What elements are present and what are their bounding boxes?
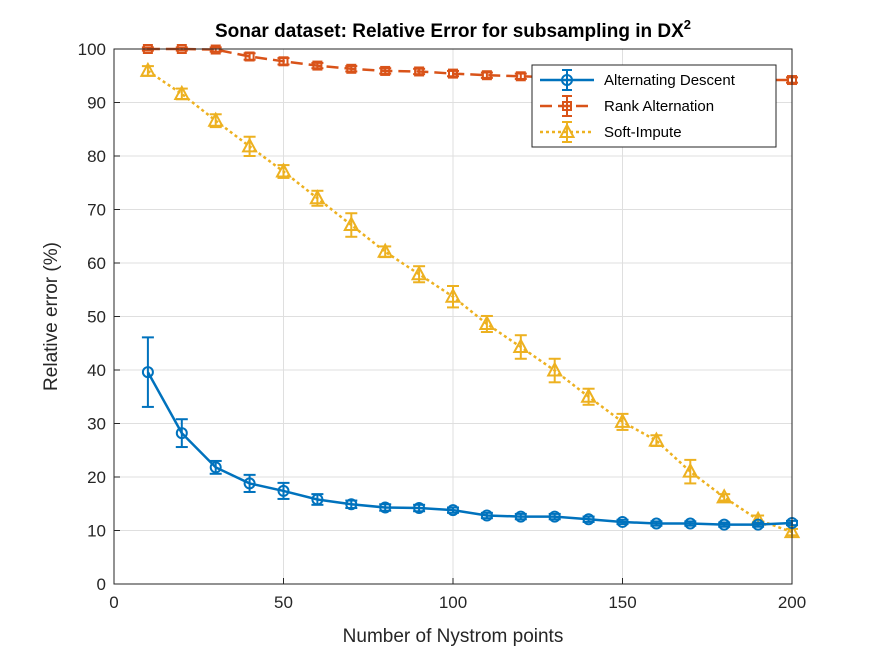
x-axis-label: Number of Nystrom points: [343, 626, 564, 647]
data-point: [410, 265, 428, 281]
chart-title-superscript: 2: [684, 17, 691, 32]
data-point: [548, 510, 561, 523]
data-point: [546, 361, 563, 377]
series-alternating-descent: [141, 336, 798, 531]
data-point: [278, 56, 289, 67]
legend-label: Rank Alternation: [604, 98, 714, 115]
data-point: [413, 502, 426, 515]
x-tick-label: 0: [109, 593, 118, 612]
chart-title-text: Sonar dataset: Relative Error for subsam…: [215, 21, 684, 42]
data-point: [682, 462, 699, 478]
data-point: [345, 498, 358, 511]
data-point: [614, 412, 631, 428]
data-point: [481, 70, 492, 81]
data-point: [718, 518, 731, 531]
data-point: [173, 84, 190, 100]
x-tick-label: 200: [778, 593, 806, 612]
data-point: [414, 66, 425, 77]
legend-label: Alternating Descent: [604, 72, 736, 89]
series-soft-impute: [139, 61, 801, 539]
data-point: [343, 215, 360, 232]
data-point: [650, 517, 663, 530]
y-tick-label: 90: [87, 94, 106, 113]
data-point: [514, 510, 527, 523]
legend: Alternating Descent Rank Alternation Soft-…: [531, 64, 777, 148]
data-point: [515, 71, 526, 82]
series-line: [147, 47, 792, 82]
data-point: [448, 68, 458, 79]
y-tick-label: 0: [97, 575, 106, 594]
data-point: [478, 314, 496, 330]
data-point: [377, 242, 394, 258]
data-point: [752, 518, 765, 531]
error-bar: [141, 336, 154, 408]
data-point: [480, 509, 493, 522]
data-point: [141, 366, 154, 379]
y-tick-label: 50: [87, 308, 106, 327]
data-point: [582, 513, 595, 526]
data-point: [312, 60, 323, 71]
data-point: [311, 493, 324, 506]
data-point: [379, 501, 392, 514]
x-tick-label: 100: [439, 593, 467, 612]
data-point: [444, 287, 462, 303]
data-point: [210, 44, 221, 55]
data-point: [684, 517, 697, 530]
y-tick-label: 80: [87, 147, 106, 166]
data-point: [580, 387, 597, 403]
chart-title: Sonar dataset: Relative Error for subsam…: [215, 17, 691, 42]
y-tick-label: 30: [87, 415, 106, 434]
legend-item: Soft-Impute: [540, 121, 682, 143]
legend-swatch-marker: [562, 101, 572, 111]
y-tick-label: 40: [87, 361, 106, 380]
data-point: [512, 337, 529, 353]
data-point: [139, 61, 157, 77]
data-point: [275, 162, 292, 178]
data-point: [346, 63, 357, 74]
legend-label: Soft-Impute: [604, 124, 682, 141]
data-point: [648, 431, 665, 447]
y-tick-label: 70: [87, 201, 106, 220]
data-point: [380, 65, 391, 76]
data-point: [241, 137, 258, 153]
y-axis-label: Relative error (%): [41, 242, 62, 391]
data-point: [309, 189, 326, 205]
y-tick-label: 10: [87, 522, 106, 541]
y-tick-label: 100: [78, 40, 106, 59]
data-point: [209, 461, 222, 474]
data-point: [616, 515, 629, 528]
error-bar: [718, 493, 731, 502]
legend-swatch-marker: [561, 74, 573, 86]
y-tick-label: 20: [87, 468, 106, 487]
legend-item: Rank Alternation: [540, 95, 714, 117]
legend-swatch-marker: [558, 122, 576, 138]
data-point: [207, 111, 224, 127]
axis-ticks: 0 50 100 150 200 0 10 20 30 40 50 60 70 80 90 100: [78, 40, 807, 612]
data-point: [447, 504, 459, 517]
data-point: [243, 477, 256, 490]
data-point: [175, 427, 188, 440]
x-tick-label: 50: [274, 593, 293, 612]
data-point: [244, 51, 255, 62]
data-point: [277, 484, 290, 497]
legend-item: Alternating Descent: [540, 69, 736, 91]
x-tick-label: 150: [608, 593, 636, 612]
y-tick-label: 60: [87, 254, 106, 273]
data-point: [716, 488, 733, 504]
error-bar: [175, 418, 188, 449]
